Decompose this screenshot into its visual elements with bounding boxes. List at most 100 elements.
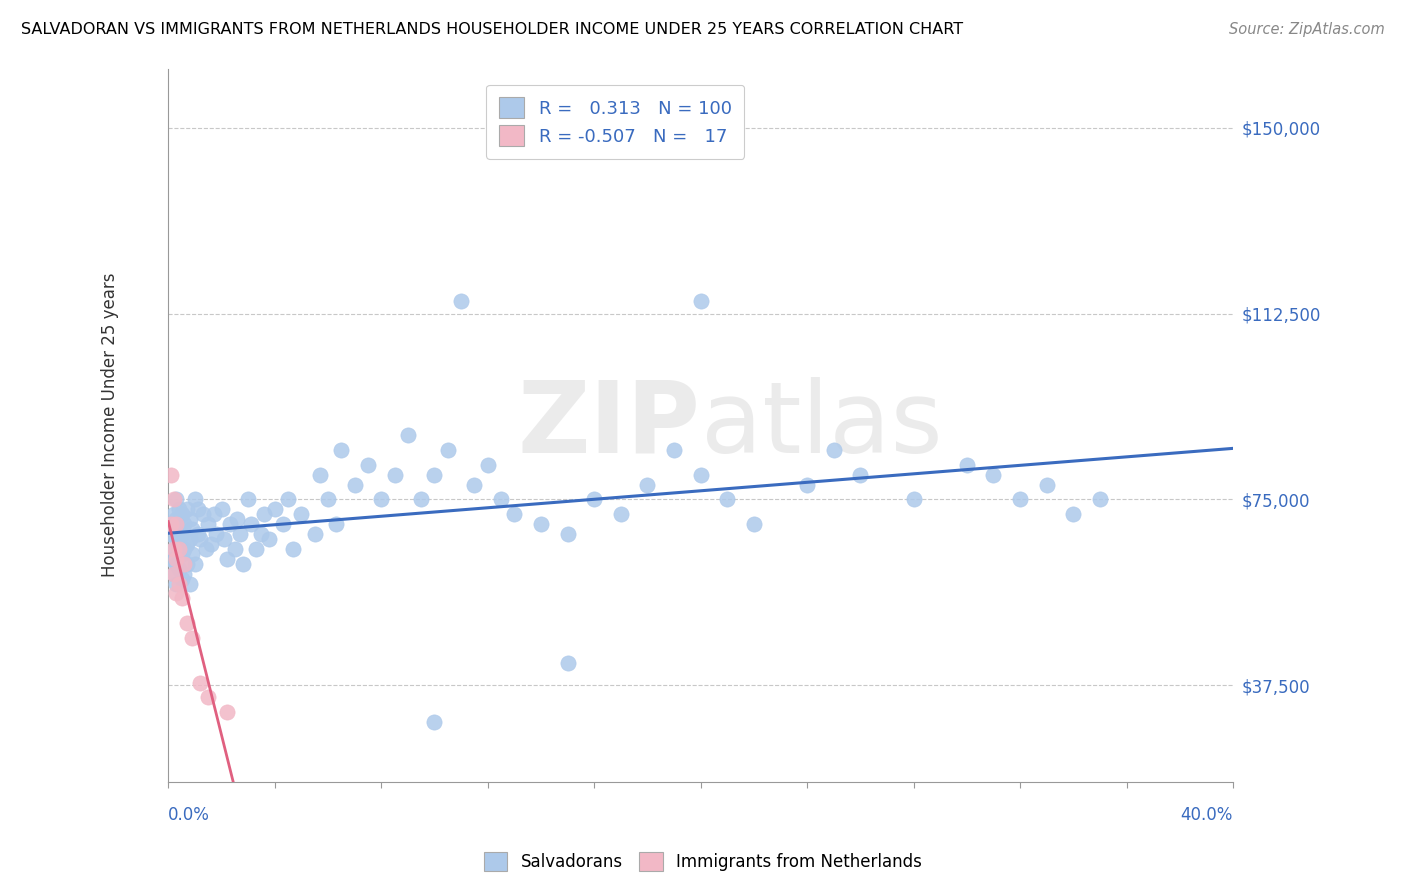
- Point: [167, 522, 190, 536]
- Point: [173, 557, 195, 571]
- Point: [849, 467, 872, 482]
- Point: [205, 527, 228, 541]
- Point: [309, 467, 332, 482]
- Point: [245, 541, 267, 556]
- Point: [176, 537, 198, 551]
- Point: [277, 492, 299, 507]
- Point: [232, 557, 254, 571]
- Point: [179, 532, 201, 546]
- Point: [304, 527, 326, 541]
- Point: [170, 507, 193, 521]
- Point: [330, 442, 353, 457]
- Point: [229, 527, 252, 541]
- Point: [165, 517, 187, 532]
- Point: [162, 517, 184, 532]
- Point: [167, 562, 190, 576]
- Point: [187, 527, 209, 541]
- Point: [197, 517, 219, 532]
- Point: [170, 591, 193, 606]
- Point: [162, 566, 184, 581]
- Point: [411, 492, 433, 507]
- Point: [716, 492, 738, 507]
- Point: [1035, 477, 1057, 491]
- Point: [165, 557, 187, 571]
- Point: [215, 706, 238, 720]
- Point: [165, 532, 187, 546]
- Point: [212, 532, 235, 546]
- Point: [689, 294, 711, 309]
- Point: [170, 572, 193, 586]
- Point: [742, 517, 765, 532]
- Point: [176, 557, 198, 571]
- Point: [181, 522, 204, 536]
- Point: [903, 492, 925, 507]
- Point: [689, 467, 711, 482]
- Point: [167, 541, 190, 556]
- Point: [218, 517, 240, 532]
- Point: [194, 541, 217, 556]
- Point: [1062, 507, 1084, 521]
- Point: [179, 576, 201, 591]
- Point: [271, 517, 294, 532]
- Point: [316, 492, 339, 507]
- Point: [489, 492, 512, 507]
- Point: [662, 442, 685, 457]
- Point: [162, 541, 184, 556]
- Point: [236, 492, 259, 507]
- Point: [343, 477, 366, 491]
- Point: [636, 477, 658, 491]
- Point: [167, 502, 190, 516]
- Point: [263, 502, 285, 516]
- Legend: Salvadorans, Immigrants from Netherlands: Salvadorans, Immigrants from Netherlands: [475, 843, 931, 880]
- Text: Source: ZipAtlas.com: Source: ZipAtlas.com: [1229, 22, 1385, 37]
- Point: [176, 616, 198, 631]
- Point: [423, 467, 446, 482]
- Point: [165, 586, 187, 600]
- Point: [370, 492, 392, 507]
- Point: [956, 458, 979, 472]
- Point: [224, 541, 246, 556]
- Point: [181, 631, 204, 645]
- Point: [191, 507, 214, 521]
- Point: [463, 477, 485, 491]
- Point: [197, 690, 219, 705]
- Point: [170, 547, 193, 561]
- Point: [173, 517, 195, 532]
- Point: [436, 442, 458, 457]
- Point: [188, 532, 211, 546]
- Point: [1088, 492, 1111, 507]
- Point: [165, 576, 187, 591]
- Point: [162, 566, 184, 581]
- Point: [173, 566, 195, 581]
- Point: [477, 458, 499, 472]
- Point: [384, 467, 406, 482]
- Text: Householder Income Under 25 years: Householder Income Under 25 years: [101, 273, 118, 577]
- Point: [176, 502, 198, 516]
- Text: 40.0%: 40.0%: [1181, 806, 1233, 824]
- Point: [179, 512, 201, 526]
- Text: ZIP: ZIP: [517, 376, 700, 474]
- Point: [283, 541, 305, 556]
- Point: [1008, 492, 1031, 507]
- Point: [557, 656, 579, 670]
- Point: [290, 507, 312, 521]
- Text: SALVADORAN VS IMMIGRANTS FROM NETHERLANDS HOUSEHOLDER INCOME UNDER 25 YEARS CORR: SALVADORAN VS IMMIGRANTS FROM NETHERLAND…: [21, 22, 963, 37]
- Point: [253, 507, 276, 521]
- Text: 0.0%: 0.0%: [169, 806, 209, 824]
- Text: atlas: atlas: [700, 376, 942, 474]
- Point: [215, 551, 238, 566]
- Point: [396, 428, 419, 442]
- Point: [503, 507, 526, 521]
- Point: [188, 675, 211, 690]
- Point: [173, 541, 195, 556]
- Point: [530, 517, 553, 532]
- Point: [184, 557, 207, 571]
- Point: [325, 517, 347, 532]
- Point: [184, 492, 207, 507]
- Point: [239, 517, 262, 532]
- Point: [200, 537, 222, 551]
- Point: [823, 442, 845, 457]
- Point: [165, 512, 187, 526]
- Point: [357, 458, 380, 472]
- Point: [160, 517, 183, 532]
